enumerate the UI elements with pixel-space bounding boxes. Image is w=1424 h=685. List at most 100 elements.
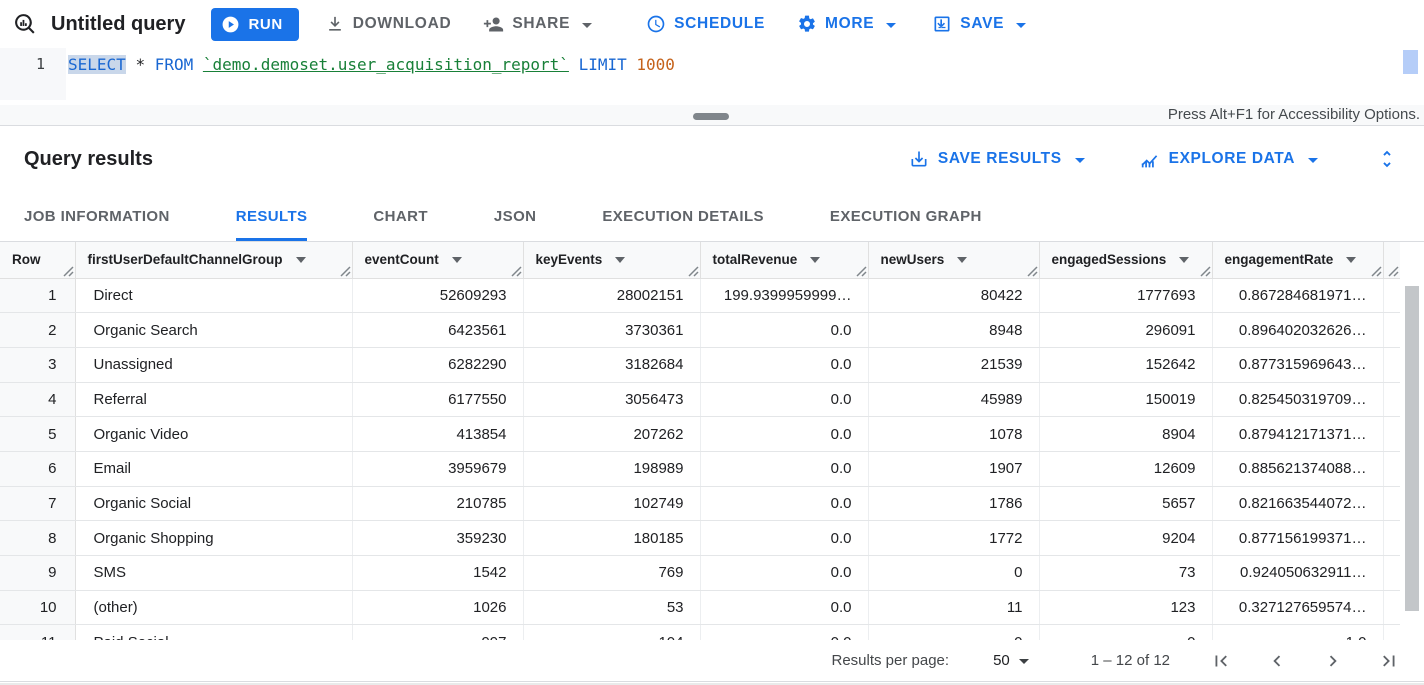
run-button[interactable]: RUN: [211, 7, 299, 41]
sql-keyword-from: FROM: [154, 55, 194, 74]
column-label: eventCount: [364, 252, 439, 268]
column-menu-caret-icon[interactable]: [615, 256, 626, 263]
table-cell-totalrevenue: 0.0: [700, 555, 869, 591]
table-scrollbar-track[interactable]: [1404, 278, 1420, 640]
row-number-cell: 4: [0, 382, 76, 418]
editor-scrollbar-thumb[interactable]: [1403, 50, 1418, 74]
column-header-firstuserdefaultchannelgroup[interactable]: firstUserDefaultChannelGroup: [75, 242, 353, 279]
schedule-button[interactable]: SCHEDULE: [640, 6, 771, 42]
column-menu-caret-icon[interactable]: [451, 256, 462, 263]
column-resize-handle[interactable]: [687, 265, 699, 277]
table-cell-totalrevenue: 0.0: [700, 451, 869, 487]
table-cell-newusers: 1078: [868, 416, 1040, 452]
sql-editor[interactable]: 1 SELECT * FROM `demo.demoset.user_acqui…: [0, 48, 1424, 105]
column-resize-handle[interactable]: [1388, 265, 1399, 277]
save-icon: [932, 14, 952, 34]
sql-code-line[interactable]: SELECT * FROM `demo.demoset.user_acquisi…: [68, 55, 675, 74]
column-header-engagementrate[interactable]: engagementRate: [1212, 242, 1384, 279]
editor-line-number: 1: [0, 48, 66, 100]
table-row: 3 Unassigned 6282290 3182684 0.0 21539 152642 0…: [0, 347, 1400, 383]
results-table: Row firstUserDefaultChannelGroup eventCoun…: [0, 242, 1400, 640]
row-number-cell: 7: [0, 486, 76, 522]
clock-icon: [646, 14, 666, 34]
table-cell-keyevents: 3730361: [523, 312, 701, 348]
column-label: newUsers: [880, 252, 945, 268]
table-cell-eventcount: 997: [352, 624, 524, 640]
table-cell-engagementrate: 1.0: [1212, 624, 1384, 640]
column-menu-caret-icon[interactable]: [957, 256, 968, 263]
column-label: totalRevenue: [712, 252, 798, 268]
share-button[interactable]: SHARE: [477, 6, 598, 42]
sql-table-reference[interactable]: `demo.demoset.user_acquisition_report`: [202, 55, 569, 74]
column-menu-caret-icon[interactable]: [810, 256, 821, 263]
table-cell-eventcount: 210785: [352, 486, 524, 522]
page-size-select[interactable]: 50: [993, 652, 1029, 669]
column-header-keyevents[interactable]: keyEvents: [523, 242, 701, 279]
column-header-newusers[interactable]: newUsers: [868, 242, 1040, 279]
table-cell-keyevents: 198989: [523, 451, 701, 487]
column-label: engagementRate: [1224, 252, 1334, 268]
column-menu-caret-icon[interactable]: [295, 256, 306, 263]
column-menu-caret-icon[interactable]: [1179, 256, 1190, 263]
table-cell-totalrevenue: 0.0: [700, 520, 869, 556]
table-cell-clipped: [1383, 624, 1400, 640]
table-row: 4 Referral 6177550 3056473 0.0 45989 150019 0.8…: [0, 382, 1400, 418]
tab-json[interactable]: JSON: [493, 208, 537, 225]
column-resize-handle[interactable]: [1199, 265, 1211, 277]
first-page-button[interactable]: [1210, 650, 1232, 672]
table-cell-clipped: [1383, 590, 1400, 626]
column-resize-handle[interactable]: [1370, 265, 1382, 277]
explore-data-button[interactable]: EXPLORE DATA: [1139, 149, 1318, 170]
download-button[interactable]: DOWNLOAD: [319, 6, 458, 42]
table-cell-engagementrate: 0.896402032626…: [1212, 312, 1384, 348]
sql-limit-value: 1000: [636, 55, 675, 74]
table-cell-keyevents: 3182684: [523, 347, 701, 383]
table-row: 11Paid Social9971040.0001.0: [0, 624, 1400, 640]
last-page-icon: [1378, 650, 1400, 672]
results-actions: SAVE RESULTS EXPLORE DATA: [909, 148, 1398, 170]
more-button[interactable]: MORE: [791, 6, 902, 42]
table-cell-clipped: [1383, 416, 1400, 452]
column-menu-caret-icon[interactable]: [1346, 256, 1357, 263]
column-resize-handle[interactable]: [339, 265, 351, 277]
column-header-engagedsessions[interactable]: engagedSessions: [1039, 242, 1213, 279]
save-results-button[interactable]: SAVE RESULTS: [909, 149, 1085, 169]
next-page-button[interactable]: [1322, 650, 1344, 672]
table-cell-clipped: [1383, 278, 1400, 314]
table-cell-engagedsessions: 123: [1039, 590, 1213, 626]
table-cell-eventcount: 1026: [352, 590, 524, 626]
table-cell-keyevents: 104: [523, 624, 701, 640]
column-resize-handle[interactable]: [1026, 265, 1038, 277]
row-number-cell: 11: [0, 624, 76, 640]
previous-page-button[interactable]: [1266, 650, 1288, 672]
tab-execution-graph[interactable]: EXECUTION GRAPH: [829, 208, 982, 225]
table-cell-eventcount: 6177550: [352, 382, 524, 418]
panel-resize-handle[interactable]: [693, 113, 729, 120]
table-cell-firstuserdefaultchannelgroup: Unassigned: [75, 347, 353, 383]
column-resize-handle[interactable]: [62, 265, 74, 277]
chevron-left-icon: [1266, 650, 1288, 672]
last-page-button[interactable]: [1378, 650, 1400, 672]
tab-results[interactable]: RESULTS: [235, 192, 308, 241]
tab-job-information[interactable]: JOB INFORMATION: [24, 208, 170, 225]
table-row: 10 (other) 1026 53 0.0 11 123 0.327127659574…: [0, 590, 1400, 626]
column-header-eventcount[interactable]: eventCount: [352, 242, 524, 279]
table-cell-newusers: 1772: [868, 520, 1040, 556]
save-button[interactable]: SAVE: [926, 6, 1032, 42]
chevron-down-icon: [1018, 659, 1029, 664]
table-cell-totalrevenue: 0.0: [700, 312, 869, 348]
tab-chart[interactable]: CHART: [373, 208, 428, 225]
table-cell-engagedsessions: 152642: [1039, 347, 1213, 383]
column-header-totalrevenue[interactable]: totalRevenue: [700, 242, 869, 279]
table-cell-totalrevenue: 0.0: [700, 347, 869, 383]
column-header-row[interactable]: Row: [0, 242, 76, 279]
table-cell-totalrevenue: 0.0: [700, 624, 869, 640]
table-row: 8 Organic Shopping 359230 180185 0.0 1772 9204…: [0, 520, 1400, 556]
table-scrollbar-thumb[interactable]: [1405, 286, 1419, 611]
column-resize-handle[interactable]: [855, 265, 867, 277]
column-resize-handle[interactable]: [510, 265, 522, 277]
tab-execution-details[interactable]: EXECUTION DETAILS: [602, 208, 764, 225]
collapse-expand-button[interactable]: [1376, 148, 1398, 170]
table-row: 5 Organic Video 413854 207262 0.0 1078 8904 0.8…: [0, 416, 1400, 452]
download-icon: [325, 14, 345, 34]
